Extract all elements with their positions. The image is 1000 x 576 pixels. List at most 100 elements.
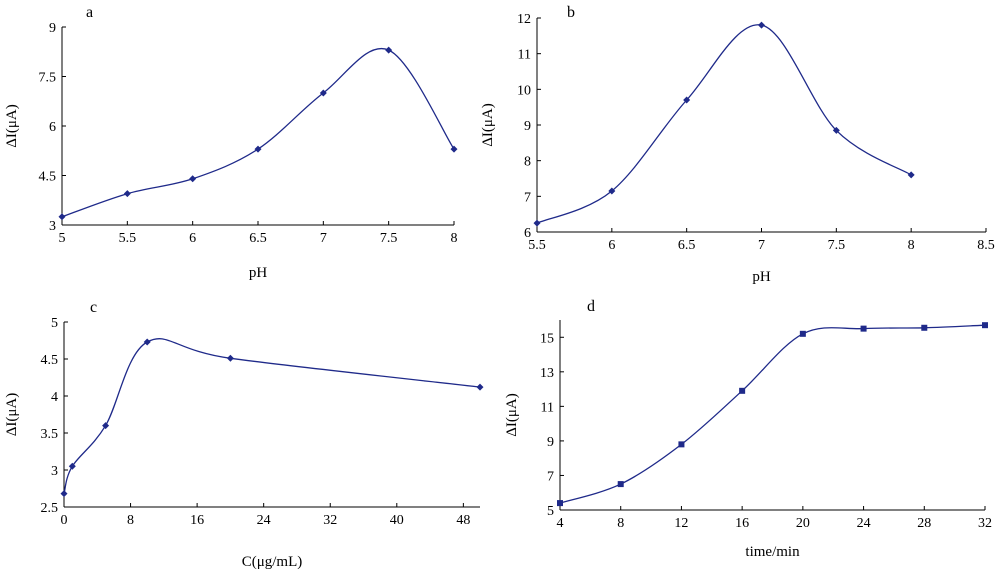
data-point — [143, 338, 151, 346]
data-point — [982, 322, 988, 329]
y-tick-label: 9 — [524, 119, 531, 134]
x-tick-label: 24 — [857, 516, 871, 531]
y-tick-label: 13 — [540, 366, 554, 381]
y-tick-label: 6 — [49, 120, 56, 135]
y-tick-label: 6 — [524, 226, 531, 241]
x-tick-label: 12 — [674, 516, 688, 531]
x-tick-label: 6.5 — [249, 231, 267, 246]
x-tick-label: 6 — [189, 231, 196, 246]
y-tick-label: 3 — [49, 219, 56, 234]
series-line — [536, 24, 912, 224]
data-point — [60, 490, 68, 498]
data-point — [678, 441, 685, 448]
x-tick-label: 7 — [758, 238, 765, 253]
x-axis-label: pH — [752, 269, 771, 285]
x-tick-label: 5.5 — [528, 238, 546, 253]
x-tick-label: 8 — [617, 516, 624, 531]
x-tick-label: 8.5 — [977, 238, 995, 253]
x-axis-label: C(μg/mL) — [242, 554, 303, 570]
x-tick-label: 6.5 — [678, 238, 696, 253]
x-tick-label: 8 — [127, 513, 134, 528]
x-tick-label: 7 — [320, 231, 327, 246]
x-tick-label: 16 — [190, 513, 204, 528]
y-tick-label: 11 — [541, 400, 554, 415]
panel-letter: a — [86, 4, 93, 21]
data-point — [254, 145, 262, 153]
y-tick-label: 7.5 — [39, 71, 57, 86]
x-tick-label: 8 — [451, 231, 458, 246]
data-point — [58, 213, 66, 221]
panel-letter: d — [587, 298, 595, 315]
series-line — [61, 47, 455, 218]
data-point — [739, 387, 746, 394]
data-point — [533, 219, 541, 227]
data-point — [226, 354, 234, 362]
y-axis-label: ΔI(μA) — [4, 104, 20, 148]
x-tick-label: 5.5 — [119, 231, 137, 246]
y-axis-label: ΔI(μA) — [4, 393, 20, 437]
y-tick-label: 2.5 — [41, 501, 59, 516]
panel-letter: b — [567, 4, 575, 21]
x-tick-label: 40 — [390, 513, 404, 528]
panel-letter: c — [90, 299, 97, 316]
data-point — [608, 187, 616, 195]
data-point — [758, 21, 765, 29]
y-tick-label: 7 — [547, 469, 554, 484]
y-tick-label: 12 — [517, 12, 531, 27]
y-tick-label: 4.5 — [41, 353, 59, 368]
data-point — [68, 462, 76, 470]
x-tick-label: 8 — [908, 238, 915, 253]
data-point — [189, 175, 197, 183]
x-tick-label: 48 — [456, 513, 470, 528]
data-point — [319, 89, 327, 97]
y-tick-label: 5 — [547, 504, 554, 519]
y-tick-label: 9 — [49, 21, 56, 36]
x-tick-label: 32 — [323, 513, 337, 528]
y-tick-label: 4 — [51, 390, 58, 405]
data-point — [102, 422, 110, 430]
chart-panel-d: 4 8 12 16 20 24 28 32 5 7 9 11 13 15 time/min ΔI(μA) d — [504, 298, 992, 560]
y-axis-label: ΔI(μA) — [480, 103, 496, 147]
chart-panel-c: 0 8 16 24 32 40 48 2.5 3 3.5 4 4.5 5 C(μg/mL) ΔI(μA) c — [4, 299, 484, 570]
data-point — [921, 324, 928, 331]
x-tick-label: 7.5 — [828, 238, 846, 253]
x-axis-label: pH — [249, 265, 268, 281]
x-tick-label: 5 — [59, 231, 66, 246]
y-tick-label: 8 — [524, 155, 531, 170]
data-point — [860, 325, 867, 332]
data-point — [799, 330, 806, 337]
y-tick-label: 7 — [524, 190, 531, 205]
chart-panel-a: 5 5.5 6 6.5 7 7.5 8 3 4.5 6 7.5 9 pH ΔI(μA) a — [4, 4, 458, 281]
x-tick-label: 4 — [557, 516, 564, 531]
y-tick-label: 10 — [517, 83, 531, 98]
y-tick-label: 5 — [51, 316, 58, 331]
data-point — [907, 171, 915, 179]
y-axis-label: ΔI(μA) — [504, 393, 520, 437]
x-tick-label: 20 — [796, 516, 810, 531]
data-point — [385, 46, 393, 54]
data-point — [832, 126, 840, 134]
x-tick-label: 24 — [257, 513, 271, 528]
series-line — [559, 324, 986, 504]
y-tick-label: 11 — [518, 48, 531, 63]
y-tick-label: 3 — [51, 464, 58, 479]
x-tick-label: 7.5 — [380, 231, 398, 246]
x-tick-label: 32 — [978, 516, 992, 531]
y-tick-label: 3.5 — [41, 427, 59, 442]
data-point — [617, 481, 624, 488]
x-tick-label: 0 — [61, 513, 68, 528]
data-point — [476, 383, 484, 391]
y-tick-label: 9 — [547, 435, 554, 450]
x-tick-label: 16 — [735, 516, 749, 531]
x-tick-label: 6 — [608, 238, 615, 253]
x-tick-label: 28 — [917, 516, 931, 531]
y-tick-label: 15 — [540, 331, 554, 346]
data-point — [683, 96, 691, 104]
series-line — [63, 338, 481, 494]
y-tick-label: 4.5 — [39, 170, 57, 185]
data-point — [557, 500, 563, 507]
data-point — [450, 145, 458, 153]
data-point — [123, 190, 131, 198]
